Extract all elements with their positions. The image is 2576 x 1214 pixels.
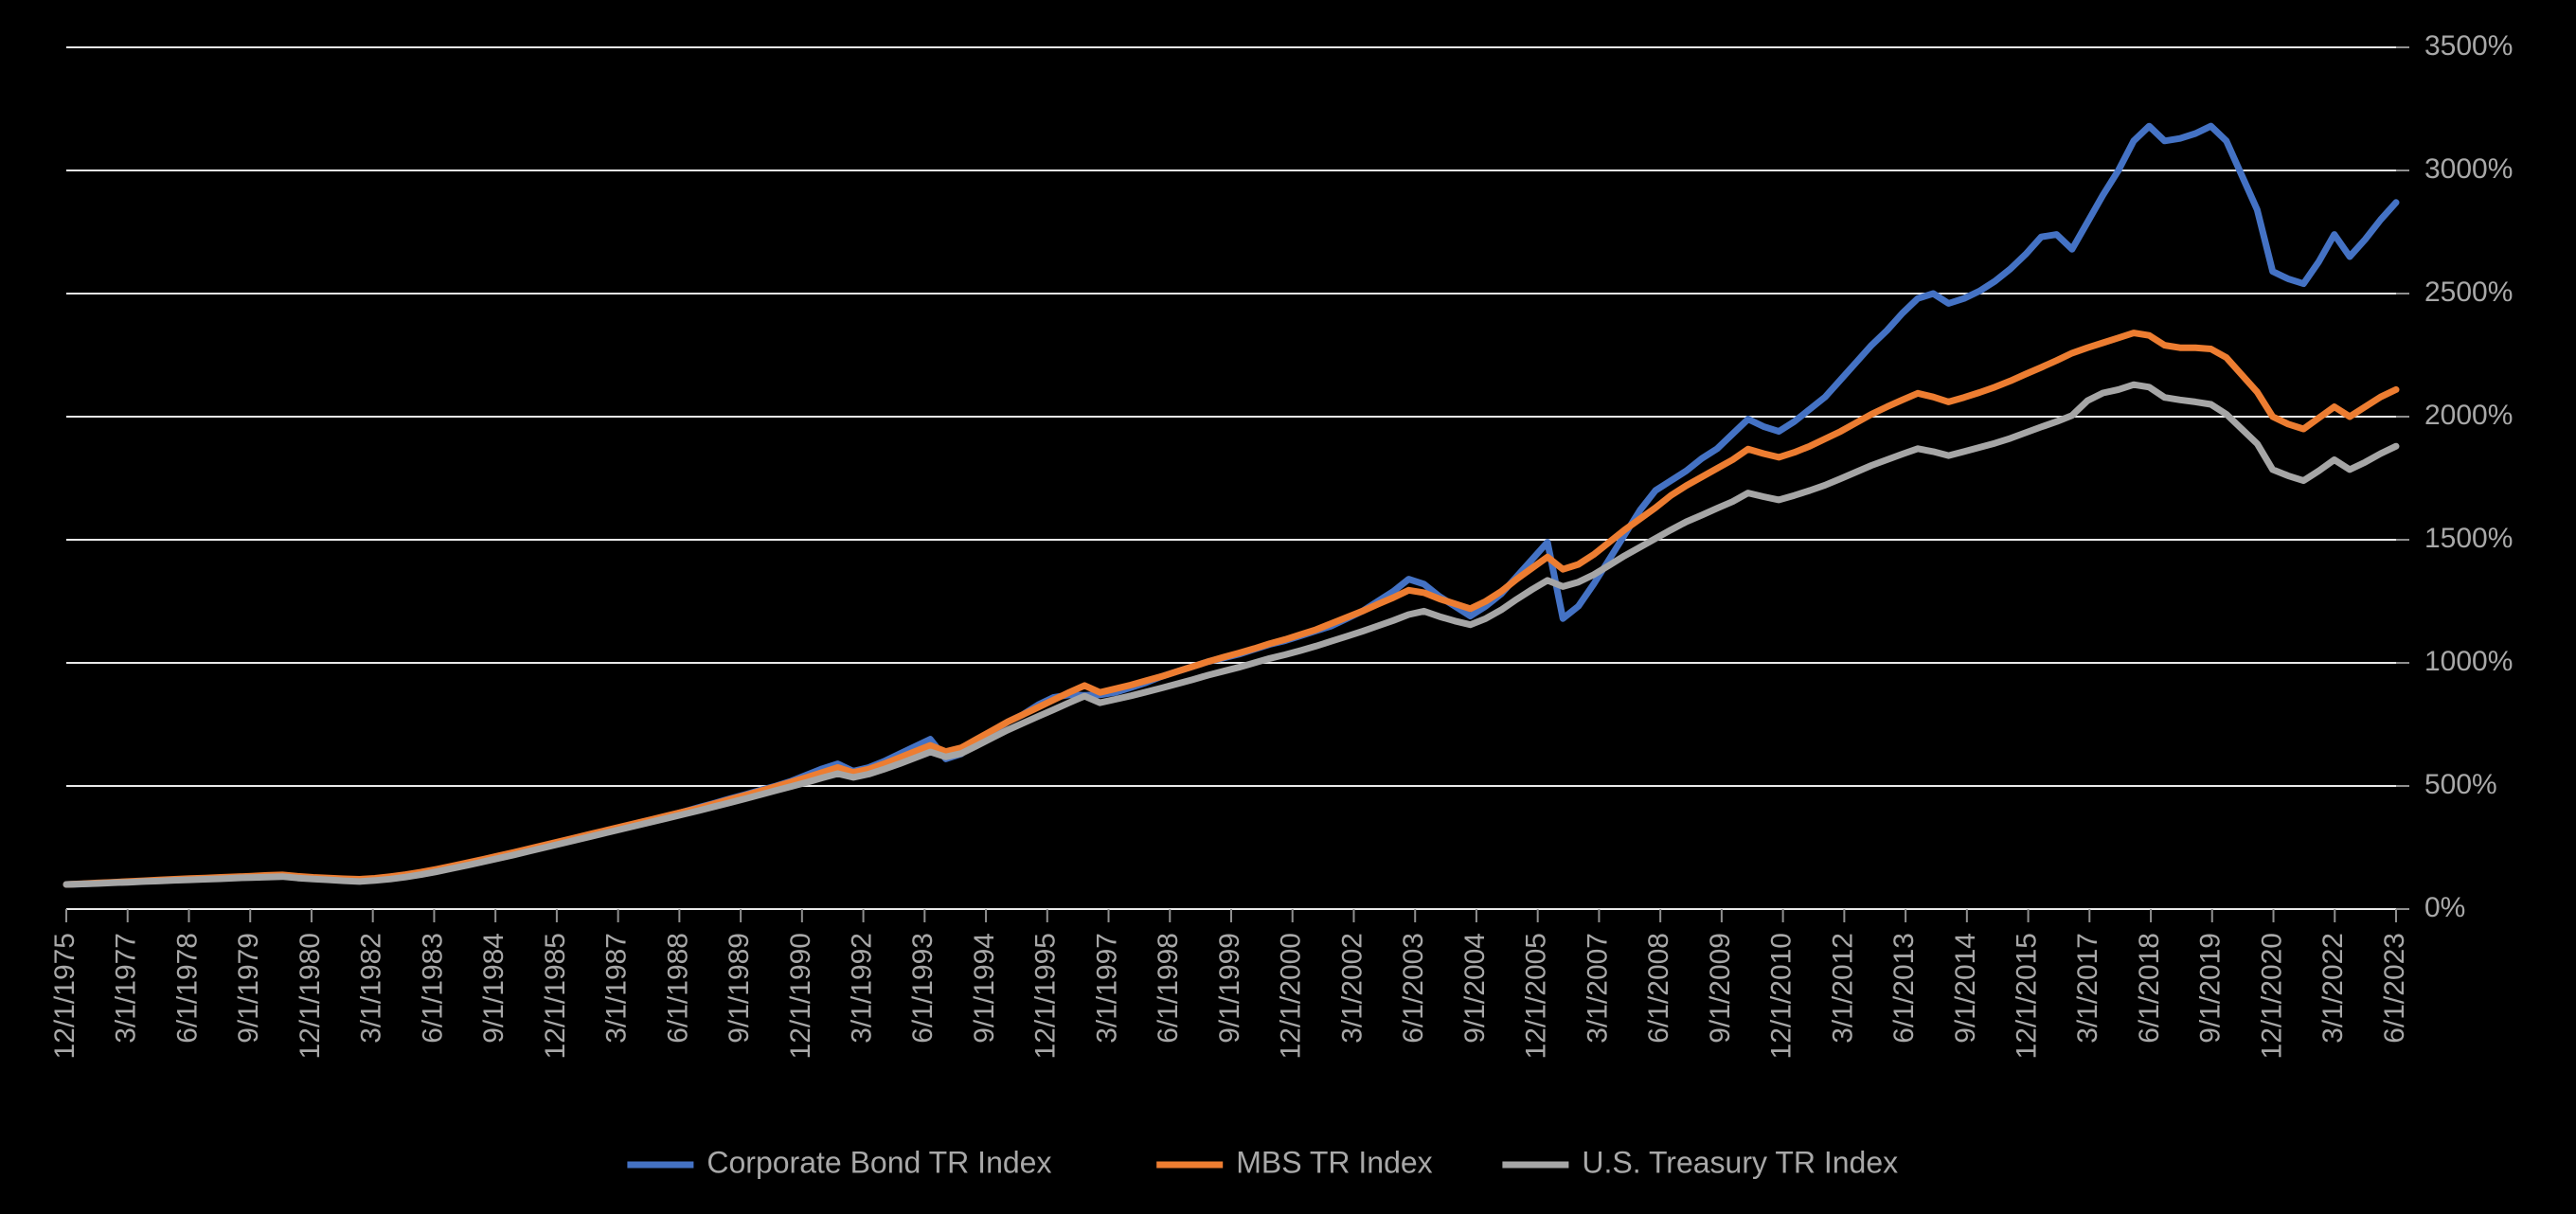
y-axis-label: 1500%: [2424, 523, 2513, 554]
gridlines: [66, 47, 2409, 909]
x-axis-label: 3/1/2012: [1827, 933, 1858, 1044]
y-axis-label: 500%: [2424, 769, 2497, 800]
x-axis-label: 6/1/2008: [1643, 933, 1674, 1044]
x-axis-label: 12/1/2000: [1276, 933, 1307, 1059]
x-axis-label: 12/1/1975: [49, 933, 80, 1059]
x-axis-label: 9/1/1999: [1214, 933, 1245, 1044]
x-axis-label: 6/1/2018: [2134, 933, 2165, 1044]
x-axis-label: 12/1/2010: [1766, 933, 1798, 1059]
x-axis-label: 12/1/2005: [1521, 933, 1552, 1059]
x-axis-label: 9/1/2004: [1459, 933, 1491, 1044]
x-axis-label: 3/1/2002: [1336, 933, 1368, 1044]
x-axis-label: 12/1/1995: [1030, 933, 1062, 1059]
x-axis-label: 3/1/1987: [601, 933, 633, 1044]
x-axis-label: 6/1/1998: [1153, 933, 1184, 1044]
legend-label: U.S. Treasury TR Index: [1582, 1145, 1898, 1179]
x-axis-label: 3/1/2017: [2072, 933, 2103, 1044]
series-line: [66, 384, 2396, 884]
x-axis-label: 6/1/2013: [1888, 933, 1920, 1044]
x-axis-label: 6/1/2003: [1398, 933, 1429, 1044]
x-axis-label: 6/1/1978: [171, 933, 203, 1044]
legend-label: Corporate Bond TR Index: [707, 1145, 1051, 1179]
legend: Corporate Bond TR Index MBS TR Index U.S. …: [627, 1145, 1898, 1179]
y-axis-label: 2500%: [2424, 277, 2513, 308]
x-axis-labels: 12/1/1975 3/1/1977 6/1/1978 9/1/1979 12/1/19…: [49, 909, 2410, 1059]
x-axis-label: 12/1/1985: [540, 933, 571, 1059]
series-group: [66, 126, 2396, 884]
x-axis-label: 3/1/1982: [356, 933, 387, 1044]
line-chart: 0% 500% 1000% 1500% 2000% 2500% 3000% 3500% 12/1…: [0, 0, 2576, 1209]
x-axis-label: 6/1/1988: [662, 933, 693, 1044]
x-axis-label: 12/1/2020: [2256, 933, 2287, 1059]
x-axis-label: 9/1/2009: [1705, 933, 1736, 1044]
y-axis-label: 3000%: [2424, 153, 2513, 185]
x-axis-label: 3/1/1997: [1091, 933, 1122, 1044]
x-axis-label: 3/1/1977: [111, 933, 142, 1044]
series-line: [66, 126, 2396, 884]
x-axis-label: 3/1/1992: [847, 933, 878, 1044]
x-axis-label: 6/1/1993: [907, 933, 939, 1044]
chart-container: 0% 500% 1000% 1500% 2000% 2500% 3000% 3500% 12/1…: [0, 0, 2576, 1209]
x-axis-label: 3/1/2022: [2317, 933, 2349, 1044]
x-axis-label: 9/1/1984: [478, 933, 510, 1044]
x-axis-label: 6/1/1983: [417, 933, 448, 1044]
y-axis-label: 2000%: [2424, 400, 2513, 431]
legend-label: MBS TR Index: [1236, 1145, 1432, 1179]
x-axis-label: 12/1/1990: [785, 933, 816, 1059]
x-axis-label: 9/1/1994: [969, 933, 1000, 1044]
x-axis-label: 12/1/2015: [2012, 933, 2043, 1059]
x-axis-label: 12/1/1980: [295, 933, 326, 1059]
x-axis-label: 9/1/1989: [724, 933, 755, 1044]
x-axis-label: 9/1/2019: [2195, 933, 2227, 1044]
series-line: [66, 333, 2396, 884]
y-axis-label: 1000%: [2424, 646, 2513, 677]
x-axis-label: 9/1/1979: [233, 933, 264, 1044]
y-axis-label: 3500%: [2424, 30, 2513, 62]
x-axis-label: 9/1/2014: [1950, 933, 1981, 1044]
x-axis-label: 3/1/2007: [1582, 933, 1613, 1044]
x-axis-label: 6/1/2023: [2379, 933, 2410, 1044]
y-axis-label: 0%: [2424, 892, 2465, 923]
